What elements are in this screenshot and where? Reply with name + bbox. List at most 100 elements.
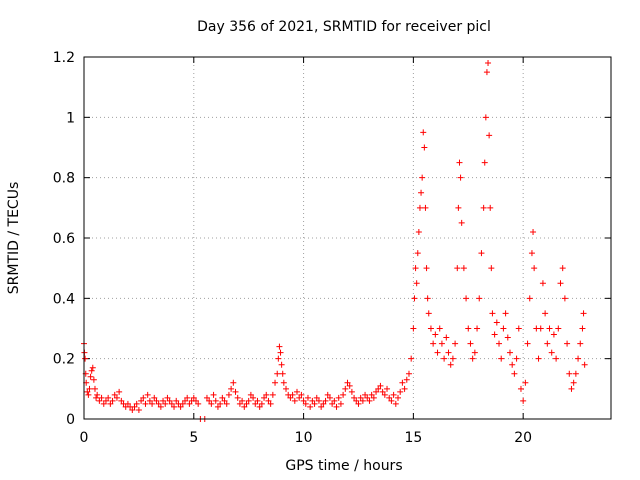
data-point [274, 370, 281, 377]
data-point [447, 361, 454, 368]
data-point [293, 388, 300, 395]
data-point [346, 382, 353, 389]
data-point [157, 403, 164, 410]
data-point [375, 385, 382, 392]
data-point [118, 397, 125, 404]
data-point [155, 400, 162, 407]
data-point [420, 129, 427, 136]
data-point [575, 355, 582, 362]
data-point [449, 355, 456, 362]
data-point [509, 361, 516, 368]
data-point [456, 159, 463, 166]
data-point [413, 280, 420, 287]
data-point [364, 394, 371, 401]
data-point [254, 397, 261, 404]
data-point [517, 385, 524, 392]
data-point [526, 295, 533, 302]
data-point [171, 403, 178, 410]
data-point [348, 388, 355, 395]
data-point [146, 397, 153, 404]
data-point [138, 397, 145, 404]
grid [84, 57, 611, 419]
data-point [173, 397, 180, 404]
data-point [511, 370, 518, 377]
data-point [483, 69, 490, 76]
data-point [131, 403, 138, 410]
x-tick-label: 15 [404, 430, 422, 446]
data-point [384, 385, 391, 392]
data-point [441, 355, 448, 362]
data-point [564, 340, 571, 347]
data-point [544, 340, 551, 347]
data-point [485, 60, 492, 67]
data-point [160, 397, 167, 404]
data-point [537, 325, 544, 332]
data-point [555, 325, 562, 332]
data-point [351, 394, 358, 401]
data-point [280, 379, 287, 386]
data-point [559, 265, 566, 272]
data-point [186, 400, 193, 407]
data-point [269, 391, 276, 398]
data-point [504, 334, 511, 341]
data-point [561, 295, 568, 302]
y-axis-ticks: 0 0.2 0.4 0.6 0.8 1 1.2 [53, 50, 611, 428]
data-point [243, 400, 250, 407]
data-point [455, 204, 462, 211]
data-point [353, 397, 360, 404]
data-point [481, 159, 488, 166]
data-point [489, 310, 496, 317]
data-point [460, 265, 467, 272]
y-tick-label: 0 [66, 412, 75, 428]
data-point [397, 388, 404, 395]
data-point [530, 228, 537, 235]
y-tick-label: 0.4 [53, 291, 75, 307]
data-point [577, 340, 584, 347]
data-point [411, 295, 418, 302]
data-point [309, 397, 316, 404]
data-point [572, 370, 579, 377]
data-point [405, 370, 412, 377]
data-point [357, 394, 364, 401]
data-point [531, 265, 538, 272]
data-point [445, 349, 452, 356]
data-point [153, 397, 160, 404]
data-point [276, 343, 283, 350]
data-point [340, 391, 347, 398]
data-point [550, 331, 557, 338]
data-point [580, 310, 587, 317]
data-point [82, 355, 89, 362]
data-point [368, 391, 375, 398]
data-point [388, 397, 395, 404]
data-point [342, 385, 349, 392]
y-axis-label: SRMTID / TECUs [6, 182, 22, 295]
data-point [415, 228, 422, 235]
data-point [344, 379, 351, 386]
data-point [135, 406, 142, 413]
data-point [214, 403, 221, 410]
data-point [87, 373, 94, 380]
data-point [412, 265, 419, 272]
data-point [210, 391, 217, 398]
data-point [313, 394, 320, 401]
data-point [230, 379, 237, 386]
data-point [333, 403, 340, 410]
data-point [493, 319, 500, 326]
data-point [335, 394, 342, 401]
data-point [164, 394, 171, 401]
data-point [478, 250, 485, 257]
data-point [418, 189, 425, 196]
data-point [234, 394, 241, 401]
data-point [399, 379, 406, 386]
data-point [419, 174, 426, 181]
y-tick-label: 1 [66, 110, 75, 126]
data-point [100, 400, 107, 407]
x-tick-label: 5 [189, 430, 198, 446]
data-point [452, 340, 459, 347]
data-point [245, 397, 252, 404]
data-point [465, 325, 472, 332]
data-point [457, 174, 464, 181]
plot-frame [83, 56, 612, 420]
data-point [324, 391, 331, 398]
y-tick-label: 0.6 [53, 231, 75, 247]
